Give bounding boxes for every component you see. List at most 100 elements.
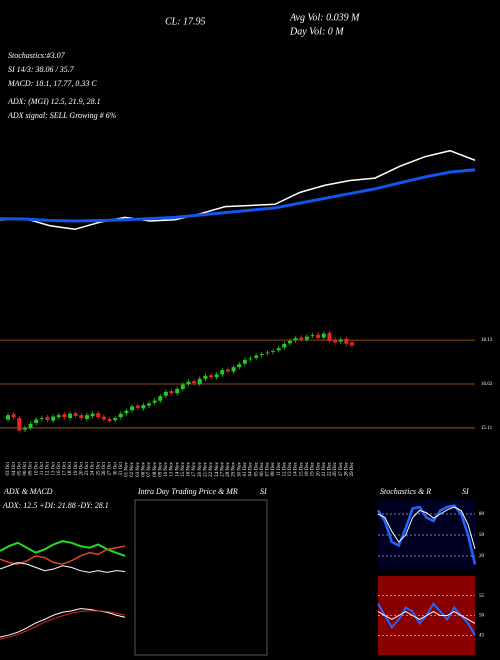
x-tick-label: 16 Nov [187,462,192,477]
x-tick-label: 09 Oct [29,461,34,475]
x-tick-label: 11 Oct [40,461,45,475]
y-tick-label: 55 [479,594,485,599]
candle-body [209,375,214,378]
candle-body [158,396,163,401]
series-line [376,504,477,565]
y-tick-label: 80 [479,512,485,517]
candle-body [276,348,281,351]
y-tick-label: 50 [479,533,485,538]
candle-body [28,423,33,428]
candle-body [51,416,56,421]
candle-body [22,428,27,430]
candle-body [90,413,95,417]
candle-body [163,391,168,396]
panel-background [0,510,125,592]
close-label: CL: 17.95 [165,16,206,27]
panel-title: Stochastics & R [380,487,431,496]
series-line [377,506,476,550]
candle-body [287,340,292,344]
x-tick-label: 16 Oct [57,461,62,475]
panel-title: SI [462,487,469,496]
intraday-title: Intra Day Trading Price & MR [137,487,238,496]
panel-background [0,140,475,240]
x-tick-label: 07 Nov [147,462,152,477]
candle-body [186,381,191,385]
x-tick-label: 20 Dec [316,461,321,476]
candle-body [310,335,315,336]
x-tick-label: 27 Nov [220,462,225,477]
x-tick-label: 27 Dec [339,461,344,476]
x-tick-label: 02 Nov [130,462,135,477]
series-line [0,610,126,640]
candle-body [248,358,253,360]
x-tick-label: 25 Oct [96,461,101,475]
x-tick-label: 07 Dec [266,461,271,476]
candle-body [11,414,16,418]
x-tick-label: 10 Nov [164,462,169,477]
candle-body [141,404,146,409]
candle-body [304,336,309,340]
candle-body [146,403,151,406]
x-tick-label: 31 Oct [119,461,124,475]
candle-body [237,364,242,368]
x-tick-label: 23 Oct [85,461,90,475]
x-tick-label: 13 Oct [51,461,56,475]
candle-body [265,352,270,354]
candle-body [293,338,298,341]
x-tick-label: 18 Dec [305,461,310,476]
legend-text: Stochastics:#3.07 [8,51,66,60]
candle-body [113,418,118,421]
candle-body [321,333,326,338]
candle-body [197,378,202,385]
x-tick-label: 24 Nov [215,462,220,477]
x-tick-label: 05 Oct [17,461,22,475]
candle-body [6,415,10,420]
candle-body [124,410,129,414]
x-tick-label: 20 Nov [198,462,203,477]
panel-subtitle: ADX: 12.5 +DI: 21.88 -DY: 28.1 [2,501,109,510]
x-tick-label: 19 Oct [74,461,79,475]
candle-body [96,413,101,418]
x-tick-label: 13 Nov [170,462,175,477]
candle-body [242,359,247,364]
series-line [0,540,126,557]
candle-body [214,374,219,378]
x-tick-label: 05 Dec [254,461,259,476]
x-tick-label: 06 Oct [23,461,28,475]
candle-body [344,338,349,344]
x-tick-label: 24 Oct [91,461,96,475]
series-line [0,168,476,223]
candle-body [169,391,174,394]
legend-text: MACD: 18.1, 17.77, 0.33 C [7,79,97,88]
y-tick-label: 16.62 [481,382,493,387]
x-tick-label: 26 Dec [333,461,338,476]
candle-body [107,418,112,421]
x-tick-label: 04 Oct [12,461,17,475]
x-tick-label: 21 Nov [204,462,209,477]
candle-body [39,418,44,419]
x-tick-label: 27 Oct [108,461,113,475]
x-tick-label: 29 Dec [350,461,355,476]
candle-body [180,384,185,389]
x-tick-label: 17 Oct [63,461,68,475]
x-tick-label: 30 Nov [237,462,242,477]
x-tick-label: 12 Dec [282,461,287,476]
candle-body [62,414,67,418]
candle-body [152,400,157,403]
candle-body [192,381,197,384]
candle-body [299,337,304,340]
intraday-panel [134,499,268,656]
candle-body [130,406,135,411]
candle-body [225,369,230,372]
candle-body [84,415,89,419]
x-tick-label: 10 Oct [34,461,39,475]
x-tick-label: 20 Oct [79,461,84,475]
x-tick-label: 29 Nov [232,462,237,477]
x-tick-label: 18 Oct [68,461,73,475]
legend-text: ADX: (MGI) 12.5, 21.9, 28.1 [7,97,101,106]
candle-body [327,332,332,341]
candle-body [203,375,208,379]
y-tick-label: 15.11 [481,426,493,431]
series-line [0,149,476,231]
x-tick-label: 04 Dec [249,461,254,476]
